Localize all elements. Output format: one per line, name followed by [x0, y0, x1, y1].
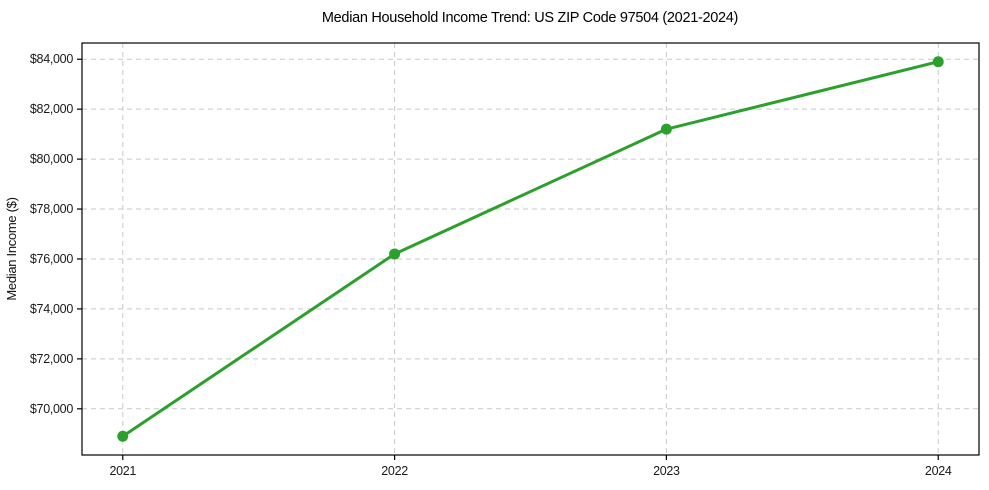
spine-layer: [81, 42, 980, 456]
data-point-2021: [117, 430, 129, 442]
grid-layer: [82, 43, 979, 455]
x-tick-label: 2023: [653, 464, 680, 478]
y-tick-label: $78,000: [30, 202, 73, 216]
y-tick-label: $80,000: [30, 152, 73, 166]
y-tick-label: $74,000: [30, 302, 73, 316]
data-point-2023: [660, 123, 672, 135]
series-line: [121, 60, 940, 438]
y-tick-label: $70,000: [30, 402, 73, 416]
chart-title: Median Household Income Trend: US ZIP Co…: [322, 10, 738, 26]
y-tick-label: $82,000: [30, 102, 73, 116]
plot-border: [81, 42, 980, 456]
data-point-2024: [932, 56, 944, 68]
tick-layer: $70,000 $72,000 $74,000 $76,000 $78,000 $80,0…: [30, 52, 952, 478]
y-axis-label: Median Income ($): [4, 197, 19, 300]
x-tick-label: 2021: [109, 464, 136, 478]
y-tick-label: $72,000: [30, 352, 73, 366]
y-tick-label: $84,000: [30, 52, 73, 66]
x-tick-label: 2022: [381, 464, 408, 478]
x-tick-label: 2024: [925, 464, 952, 478]
series-layer: [117, 56, 944, 442]
data-point-2022: [389, 248, 401, 260]
y-tick-label: $76,000: [30, 252, 73, 266]
